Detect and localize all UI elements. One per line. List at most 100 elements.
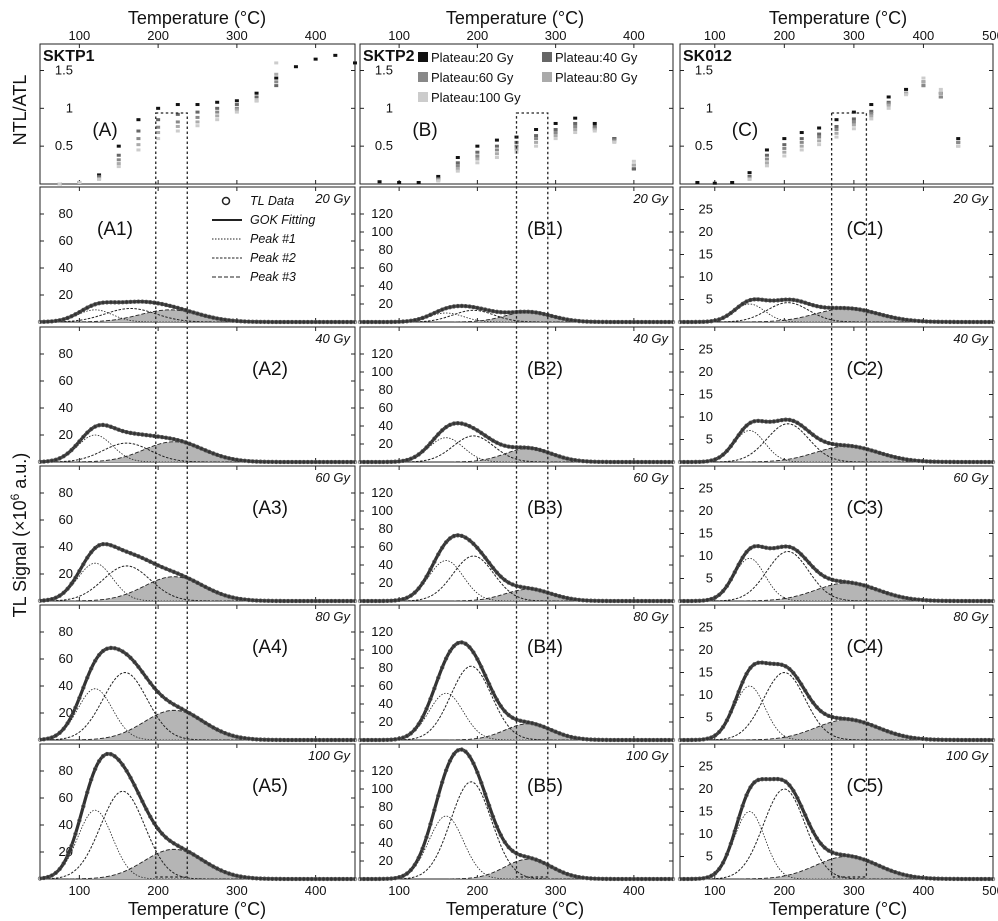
plateau-point	[195, 110, 200, 114]
y-tick-label: 40	[59, 678, 73, 693]
bottom-x-axis-title-a: Temperature (°C)	[128, 899, 266, 919]
tl-data-point	[502, 443, 507, 448]
tl-data-point	[250, 736, 255, 742]
tl-data-point	[222, 869, 228, 875]
tl-data-point	[179, 439, 184, 444]
tl-data-point	[857, 445, 863, 450]
tl-data-point	[838, 579, 843, 584]
tl-data-point	[826, 576, 831, 581]
tl-data-point	[518, 584, 523, 589]
tl-data-point	[533, 587, 539, 592]
plateau-point	[436, 174, 441, 178]
plateau-point	[416, 180, 421, 184]
tl-data-point	[494, 824, 500, 829]
bottom-x-axis-title-b: Temperature (°C)	[446, 899, 584, 919]
tl-data-point	[904, 595, 910, 601]
plateau-point	[956, 137, 961, 141]
tl-data-point	[877, 312, 882, 317]
plateau-point	[869, 117, 874, 121]
y-tick-label: 10	[699, 687, 713, 702]
panel-c: 0.5 1 1.5 100 200 300 400 500 SK012 (C)	[679, 28, 998, 185]
tl-data-point	[701, 737, 706, 742]
tl-data-point	[124, 549, 129, 554]
tl-data-point	[728, 841, 734, 846]
tl-data-point	[447, 758, 453, 763]
tl-data-point	[846, 580, 851, 585]
tl-data-point	[211, 725, 216, 730]
tl-data-point	[187, 309, 192, 314]
tl-data-point	[436, 432, 441, 437]
tl-data-point	[537, 859, 543, 864]
plateau-point	[851, 110, 856, 114]
tl-data-point	[89, 777, 94, 782]
tl-data-point	[814, 705, 820, 710]
panel-letter: (C1)	[847, 219, 884, 240]
y-tick-label: 10	[699, 269, 713, 284]
top-x-axis-title-c: Temperature (°C)	[769, 8, 907, 28]
y-tick-label: 1	[66, 100, 73, 115]
tl-data-point	[167, 699, 173, 705]
panel-letter: (B4)	[527, 637, 563, 658]
plateau-point	[195, 115, 200, 119]
tl-data-point	[116, 427, 121, 432]
plateau-window-1	[155, 112, 188, 878]
tl-data-point	[61, 726, 66, 731]
tl-data-point	[744, 299, 749, 304]
plateau-point	[455, 164, 460, 168]
top-x-tick-label: 100	[388, 28, 410, 43]
tl-data-point	[53, 318, 58, 324]
tl-data-point	[526, 720, 531, 725]
plateau-point	[274, 72, 279, 76]
tl-data-point	[720, 452, 726, 457]
tl-data-point	[486, 308, 492, 313]
y-tick-label: 60	[59, 373, 73, 388]
tl-data-point	[791, 546, 796, 551]
y-tick-label: 25	[699, 342, 713, 357]
tl-data-point	[869, 723, 874, 728]
top-x-tick-label: 200	[467, 28, 489, 43]
y-tick-label: 15	[699, 804, 713, 819]
panel-letter: (B1)	[527, 219, 563, 240]
tl-data-point	[215, 727, 220, 732]
tl-data-point	[709, 458, 714, 463]
tl-data-point	[713, 318, 718, 323]
tl-data-point	[916, 875, 921, 880]
tl-data-point	[885, 867, 890, 872]
tl-data-point	[203, 859, 208, 865]
tl-data-point	[242, 875, 247, 880]
tl-data-point	[709, 735, 714, 740]
tl-data-point	[565, 733, 570, 739]
tl-data-point	[140, 669, 145, 675]
panel-a3: 20 40 60 80 60 Gy (A3)	[37, 465, 358, 604]
tl-data-point	[108, 543, 114, 548]
ntl-atl-axis-title: NTL/ATL	[10, 75, 30, 146]
tl-data-point	[96, 652, 102, 658]
tl-data-point	[787, 417, 792, 423]
plateau-point	[764, 148, 769, 152]
tl-data-point	[557, 868, 562, 874]
y-tick-label: 1	[386, 100, 393, 115]
peak3-shaded-area	[40, 710, 355, 740]
tl-data-point	[526, 855, 531, 860]
plateau-point	[764, 164, 769, 168]
legend-marker	[221, 196, 231, 206]
tl-data-point	[215, 452, 220, 458]
tl-data-point	[779, 777, 784, 782]
y-tick-label: 20	[59, 287, 73, 302]
plateau-point	[274, 61, 279, 65]
dose-label: 60 Gy	[953, 470, 989, 485]
plateau-point	[869, 112, 874, 116]
tl-data-point	[486, 681, 492, 687]
tl-data-point	[41, 598, 47, 603]
tl-data-point	[100, 754, 106, 759]
bottom-x-tick-label: 100	[388, 883, 410, 898]
tl-data-point	[857, 582, 863, 587]
plateau-point	[234, 110, 239, 114]
y-tick-label: 40	[379, 696, 393, 711]
tl-data-point	[199, 312, 204, 317]
tl-data-point	[475, 770, 480, 775]
plateau-label: Plateau:80 Gy	[555, 70, 638, 85]
plateau-point	[799, 148, 804, 152]
tl-data-point	[732, 829, 737, 834]
y-tick-label: 60	[379, 539, 393, 554]
